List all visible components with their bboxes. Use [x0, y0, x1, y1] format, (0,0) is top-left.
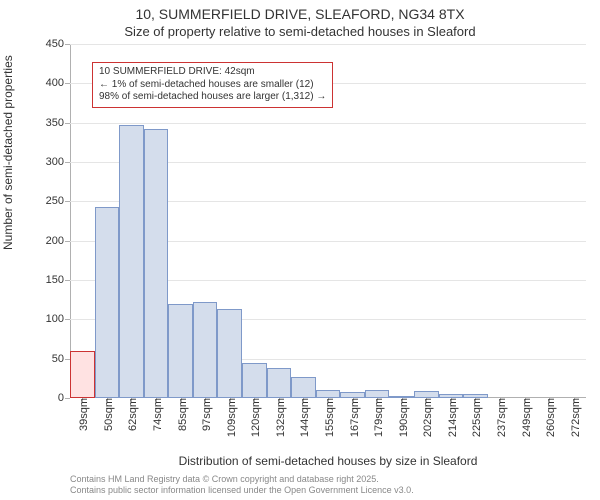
footnote-1: Contains HM Land Registry data © Crown c…: [70, 474, 586, 485]
title-main: 10, SUMMERFIELD DRIVE, SLEAFORD, NG34 8T…: [0, 6, 600, 22]
plot-area: 05010015020025030035040045039sqm50sqm62s…: [70, 44, 586, 398]
ytick-label: 150: [46, 274, 70, 286]
annotation-line-1: 10 SUMMERFIELD DRIVE: 42sqm: [99, 66, 326, 79]
ytick-label: 350: [46, 117, 70, 129]
xtick-label: 85sqm: [173, 398, 189, 431]
xtick-label: 39sqm: [74, 398, 90, 431]
bar: [144, 129, 169, 398]
annotation-line-2: ← 1% of semi-detached houses are smaller…: [99, 79, 326, 92]
title-sub: Size of property relative to semi-detach…: [0, 24, 600, 39]
y-axis-label: Number of semi-detached properties: [1, 55, 15, 250]
ytick-label: 300: [46, 156, 70, 168]
annotation-line-3: 98% of semi-detached houses are larger (…: [99, 91, 326, 104]
bar: [291, 377, 316, 398]
xtick-label: 109sqm: [222, 398, 238, 437]
bar: [217, 309, 242, 398]
xtick-label: 272sqm: [566, 398, 582, 437]
xtick-label: 260sqm: [541, 398, 557, 437]
ytick-label: 0: [58, 392, 70, 404]
ytick-label: 250: [46, 195, 70, 207]
bar: [365, 390, 390, 398]
x-axis-label: Distribution of semi-detached houses by …: [70, 454, 586, 468]
xtick-label: 190sqm: [394, 398, 410, 437]
xtick-label: 144sqm: [295, 398, 311, 437]
footnotes: Contains HM Land Registry data © Crown c…: [70, 474, 586, 497]
xtick-label: 120sqm: [246, 398, 262, 437]
gridline: [70, 123, 586, 124]
bar: [70, 351, 95, 398]
xtick-label: 97sqm: [197, 398, 213, 431]
xtick-label: 132sqm: [271, 398, 287, 437]
xtick-label: 237sqm: [492, 398, 508, 437]
xtick-label: 214sqm: [443, 398, 459, 437]
xtick-label: 155sqm: [320, 398, 336, 437]
bar: [193, 302, 218, 398]
xtick-label: 167sqm: [345, 398, 361, 437]
chart-container: 10, SUMMERFIELD DRIVE, SLEAFORD, NG34 8T…: [0, 0, 600, 500]
xtick-label: 179sqm: [369, 398, 385, 437]
bar: [95, 207, 120, 398]
bar: [168, 304, 193, 398]
ytick-label: 450: [46, 38, 70, 50]
bar: [414, 391, 439, 398]
annotation-box: 10 SUMMERFIELD DRIVE: 42sqm ← 1% of semi…: [92, 62, 333, 108]
bar: [316, 390, 341, 398]
bar: [267, 368, 292, 398]
gridline: [70, 44, 586, 45]
ytick-label: 200: [46, 235, 70, 247]
ytick-label: 50: [52, 353, 70, 365]
xtick-label: 249sqm: [517, 398, 533, 437]
xtick-label: 74sqm: [148, 398, 164, 431]
xtick-label: 62sqm: [123, 398, 139, 431]
xtick-label: 50sqm: [99, 398, 115, 431]
footnote-2: Contains public sector information licen…: [70, 485, 586, 496]
bar: [119, 125, 144, 398]
bar: [242, 363, 267, 398]
ytick-label: 400: [46, 77, 70, 89]
xtick-label: 202sqm: [418, 398, 434, 437]
xtick-label: 225sqm: [467, 398, 483, 437]
ytick-label: 100: [46, 313, 70, 325]
